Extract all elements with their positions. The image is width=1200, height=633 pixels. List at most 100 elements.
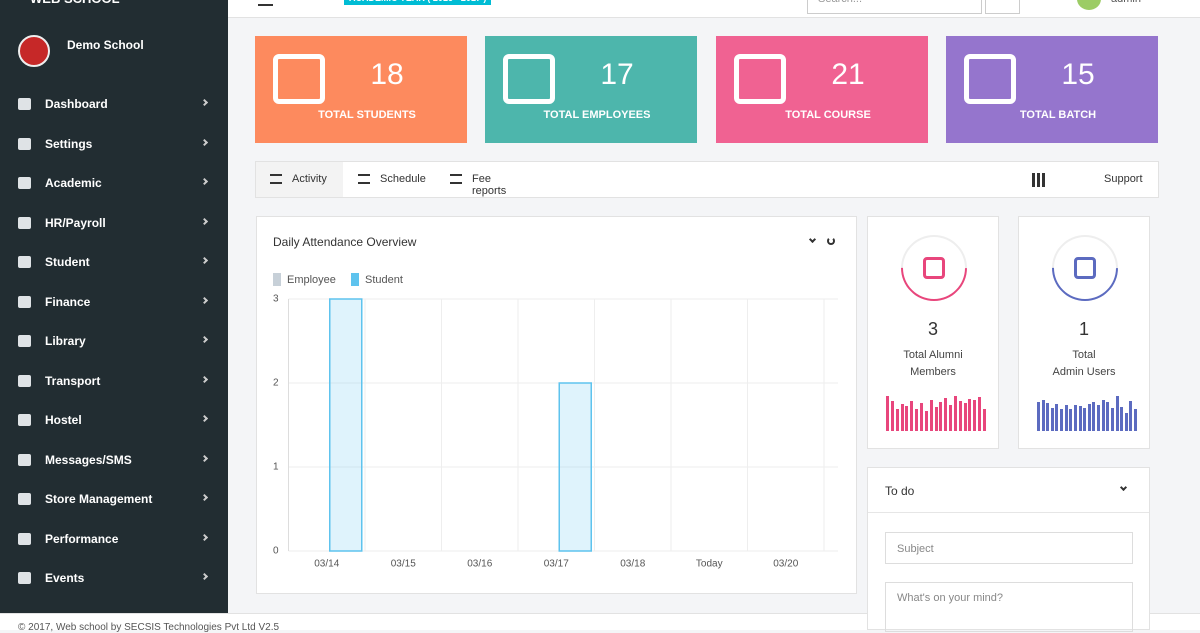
tab-icon: [450, 174, 462, 184]
menu-item[interactable]: Performance: [0, 525, 228, 553]
x-tick-label: 03/15: [391, 559, 416, 570]
widget-value: 3: [927, 319, 938, 339]
chevron: [200, 533, 209, 541]
menu-label: Dashboard: [45, 97, 108, 111]
todo-card: To do Subject What's on your mind?: [867, 467, 1150, 632]
stat-box: 18 TOTAL STUDENTS: [255, 36, 467, 143]
menu-item[interactable]: Dashboard: [0, 90, 228, 118]
body-input[interactable]: What's on your mind?: [885, 582, 1133, 632]
menu-icon: [18, 137, 31, 150]
widget: 3 Total Alumni Members: [867, 216, 999, 449]
subject-input[interactable]: Subject: [885, 532, 1133, 564]
menu-item[interactable]: Settings: [0, 130, 228, 158]
legend-swatch: [351, 273, 359, 286]
todo-title: To do: [885, 484, 915, 498]
spark-bar: [910, 401, 914, 431]
spark-bar: [1097, 405, 1101, 431]
chevron: [200, 572, 209, 581]
chevron: [200, 335, 209, 344]
spark-bar: [939, 402, 943, 431]
menu-icon: [18, 532, 31, 545]
menu-icon: [18, 256, 31, 268]
tab-bar: Activity Schedule Fee reports Support: [255, 161, 1159, 198]
bar: [558, 382, 592, 552]
menu-icon: [18, 374, 31, 387]
spark-bar: [1069, 409, 1073, 431]
widget: 1 Total Admin Users: [1018, 216, 1150, 449]
menu-icon: [18, 177, 31, 189]
stat-value: 18: [370, 58, 404, 91]
school-name: Demo School: [67, 38, 144, 52]
menu-item[interactable]: Finance: [0, 288, 228, 316]
spark-bar: [890, 401, 894, 431]
menu-label: Transport: [45, 373, 101, 388]
x-tick-label: 03/20: [773, 559, 798, 570]
spark-bar: [1120, 407, 1124, 431]
topbar: ACADEMIC YEAR ( 2016 - 2017 ) Search... ad…: [228, 0, 1200, 18]
stat-value: 17: [600, 58, 634, 91]
stat-icon: [964, 54, 1016, 104]
spark-bar: [1083, 408, 1087, 431]
menu-toggle[interactable]: [258, 0, 273, 6]
apps-icon[interactable]: [1032, 173, 1046, 187]
spark-bar: [905, 406, 909, 431]
tab-icon: [358, 174, 370, 184]
chevron: [200, 454, 209, 462]
chevron: [200, 414, 209, 423]
search-button[interactable]: [985, 0, 1020, 14]
menu-item[interactable]: Hostel: [0, 406, 228, 434]
menu-item[interactable]: Store Management: [0, 485, 228, 513]
tab[interactable]: Fee reports: [436, 162, 528, 197]
x-tick-label: 03/14: [314, 559, 339, 570]
y-tick-label: 1: [273, 462, 279, 473]
menu-item[interactable]: Transport: [0, 367, 228, 395]
refresh-icon[interactable]: [827, 237, 835, 245]
spark-bar: [1129, 401, 1133, 431]
support-button[interactable]: Support: [1084, 162, 1158, 197]
collapse-icon[interactable]: [1119, 483, 1128, 492]
spark-bar: [1046, 403, 1050, 431]
tab-icon: [270, 174, 282, 184]
menu-label: Hostel: [45, 413, 82, 427]
menu-label: Finance: [45, 294, 91, 309]
menu-item[interactable]: Events: [0, 564, 228, 592]
widget-label: Admin Users: [1052, 366, 1116, 378]
menu-label: Events: [45, 571, 85, 585]
sidebar: WEB SCHOOL Demo School Dashboard Settings Ac…: [0, 0, 228, 613]
menu-icon: [18, 572, 31, 584]
search-box[interactable]: Search...: [807, 0, 982, 14]
menu-label: Academic: [45, 176, 102, 190]
menu-item[interactable]: Academic: [0, 169, 228, 197]
chart-title: Daily Attendance Overview: [273, 235, 417, 249]
spark-bar: [1110, 408, 1114, 431]
avatar: [1077, 0, 1101, 10]
chevron: [200, 98, 209, 107]
spark-bar: [1092, 402, 1096, 431]
chart-card: Daily Attendance Overview Employee Student…: [256, 216, 857, 594]
spark-bar: [963, 403, 967, 431]
chevron: [200, 177, 209, 186]
chevron: [200, 217, 209, 225]
support-label: Support: [1104, 173, 1143, 185]
widget-label: Members: [910, 366, 956, 378]
legend-label: Employee: [287, 274, 336, 286]
chevron: [200, 296, 209, 304]
widget-label: Total Alumni: [903, 349, 963, 361]
spark-bar: [1060, 409, 1064, 431]
tab[interactable]: Schedule: [344, 162, 436, 197]
spark-bar: [1101, 400, 1105, 431]
chevron: [200, 138, 209, 146]
tab[interactable]: Activity: [256, 162, 343, 197]
menu-item[interactable]: Library: [0, 327, 228, 355]
x-tick-label: 03/17: [544, 559, 569, 570]
menu-item[interactable]: HR/Payroll: [0, 209, 228, 237]
spark-bar: [915, 409, 919, 431]
widget-label: Total: [1072, 349, 1096, 361]
menu-item[interactable]: Messages/SMS: [0, 446, 228, 474]
stat-icon: [503, 54, 555, 104]
stat-value: 21: [831, 58, 865, 91]
spark-bar: [978, 397, 982, 431]
menu-item[interactable]: Student: [0, 248, 228, 276]
spark-bar: [1106, 402, 1110, 431]
